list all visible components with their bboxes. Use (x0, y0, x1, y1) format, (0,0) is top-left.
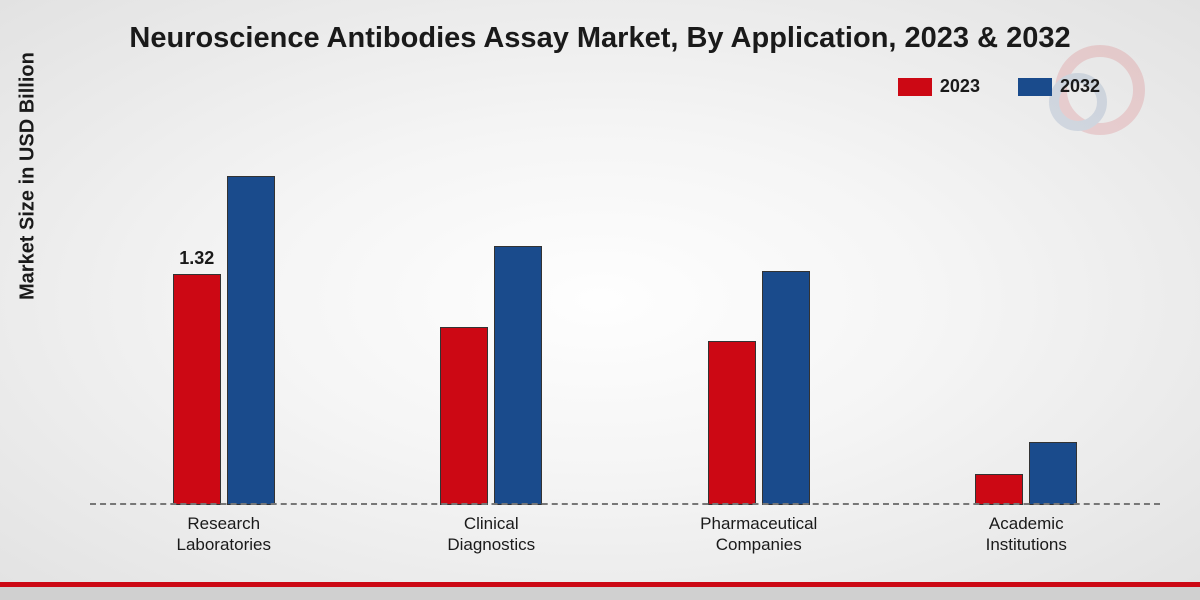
bar-groups: 1.32Research LaboratoriesClinical Diagno… (90, 120, 1160, 505)
category-label: Clinical Diagnostics (447, 513, 535, 556)
bar-2032 (762, 271, 810, 506)
legend-label-2023: 2023 (940, 76, 980, 97)
category-label: Pharmaceutical Companies (700, 513, 817, 556)
chart-title: Neuroscience Antibodies Assay Market, By… (0, 22, 1200, 55)
bar-value-label: 1.32 (179, 248, 214, 269)
chart-area: 1.32Research LaboratoriesClinical Diagno… (90, 120, 1160, 505)
footer-bar (0, 582, 1200, 600)
legend-label-2032: 2032 (1060, 76, 1100, 97)
bar-2023 (440, 327, 488, 506)
bar-2023 (708, 341, 756, 506)
legend-item-2023: 2023 (898, 76, 980, 97)
bar-2032 (1029, 442, 1077, 505)
bar-2032 (227, 176, 275, 505)
legend-swatch-2032 (1018, 78, 1052, 96)
legend-item-2032: 2032 (1018, 76, 1100, 97)
bar-2032 (494, 246, 542, 505)
category-label: Research Laboratories (176, 513, 271, 556)
y-axis-label: Market Size in USD Billion (17, 52, 40, 300)
bar-group: Pharmaceutical Companies (625, 120, 893, 505)
legend: 2023 2032 (898, 76, 1100, 97)
bar-group: Academic Institutions (893, 120, 1161, 505)
bar-2023 (975, 474, 1023, 506)
bar-group: Clinical Diagnostics (358, 120, 626, 505)
bar-2023: 1.32 (173, 274, 221, 505)
x-axis (90, 503, 1160, 505)
bar-group: 1.32Research Laboratories (90, 120, 358, 505)
category-label: Academic Institutions (986, 513, 1067, 556)
legend-swatch-2023 (898, 78, 932, 96)
